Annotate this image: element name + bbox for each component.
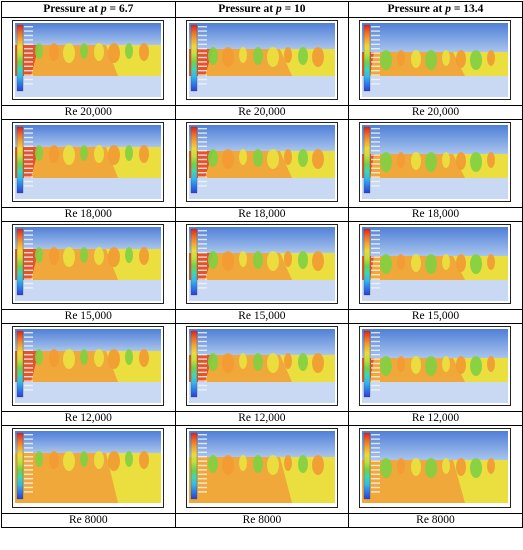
contour-plot <box>12 122 165 202</box>
contour-image <box>186 429 337 507</box>
contour-image <box>360 123 511 201</box>
contour-image <box>13 21 164 99</box>
contour-image <box>186 123 337 201</box>
contour-image <box>360 327 511 405</box>
image-row <box>1 323 523 412</box>
pressure-contour-table: Pressure at p = 6.7 Pressure at p = 10 P… <box>1 1 523 528</box>
reynolds-label: Re 8000 <box>174 513 350 528</box>
contour-plot <box>359 326 512 406</box>
contour-plot <box>359 20 512 100</box>
contour-cell <box>348 323 523 412</box>
contour-plot <box>185 224 338 304</box>
contour-image <box>360 21 511 99</box>
reynolds-label: Re 18,000 <box>174 207 350 222</box>
column-header-p-13-4: Pressure at p = 13.4 <box>348 1 523 18</box>
contour-plot <box>359 224 512 304</box>
reynolds-label: Re 8000 <box>348 513 523 528</box>
contour-plot <box>12 326 165 406</box>
label-row: Re 20,000 Re 20,000 Re 20,000 <box>1 105 523 120</box>
contour-cell <box>348 119 523 208</box>
contour-plot <box>12 20 165 100</box>
contour-image <box>13 429 164 507</box>
reynolds-label: Re 20,000 <box>1 105 176 120</box>
reynolds-label: Re 20,000 <box>174 105 350 120</box>
contour-plot <box>12 224 165 304</box>
contour-cell <box>1 119 176 208</box>
contour-cell <box>1 221 176 310</box>
image-row <box>1 17 523 106</box>
contour-image <box>186 21 337 99</box>
contour-cell <box>1 323 176 412</box>
contour-cell <box>174 119 350 208</box>
contour-cell <box>1 425 176 514</box>
contour-image <box>13 123 164 201</box>
contour-image <box>360 225 511 303</box>
label-row: Re 15,000 Re 15,000 Re 15,000 <box>1 309 523 324</box>
contour-cell <box>348 221 523 310</box>
contour-cell <box>1 17 176 106</box>
image-row <box>1 425 523 514</box>
contour-plot <box>185 20 338 100</box>
reynolds-label: Re 12,000 <box>174 411 350 426</box>
contour-plot <box>359 122 512 202</box>
label-row: Re 18,000 Re 18,000 Re 18,000 <box>1 207 523 222</box>
contour-cell <box>174 323 350 412</box>
image-row <box>1 119 523 208</box>
label-row: Re 8000 Re 8000 Re 8000 <box>1 513 523 528</box>
contour-cell <box>348 17 523 106</box>
contour-plot <box>185 122 338 202</box>
column-header-p-10: Pressure at p = 10 <box>174 1 350 18</box>
header-row: Pressure at p = 6.7 Pressure at p = 10 P… <box>1 1 523 18</box>
image-row <box>1 221 523 310</box>
reynolds-label: Re 15,000 <box>174 309 350 324</box>
reynolds-label: Re 15,000 <box>348 309 523 324</box>
label-row: Re 12,000 Re 12,000 Re 12,000 <box>1 411 523 426</box>
column-header-p-6-7: Pressure at p = 6.7 <box>1 1 176 18</box>
contour-cell <box>174 221 350 310</box>
contour-cell <box>348 425 523 514</box>
contour-plot <box>185 428 338 508</box>
reynolds-label: Re 20,000 <box>348 105 523 120</box>
contour-plot <box>185 326 338 406</box>
contour-plot <box>12 428 165 508</box>
reynolds-label: Re 12,000 <box>1 411 176 426</box>
contour-image <box>360 429 511 507</box>
contour-image <box>13 225 164 303</box>
reynolds-label: Re 15,000 <box>1 309 176 324</box>
contour-cell <box>174 17 350 106</box>
contour-plot <box>359 428 512 508</box>
contour-image <box>186 225 337 303</box>
contour-image <box>13 327 164 405</box>
reynolds-label: Re 8000 <box>1 513 176 528</box>
reynolds-label: Re 18,000 <box>348 207 523 222</box>
reynolds-label: Re 18,000 <box>1 207 176 222</box>
reynolds-label: Re 12,000 <box>348 411 523 426</box>
contour-cell <box>174 425 350 514</box>
contour-image <box>186 327 337 405</box>
